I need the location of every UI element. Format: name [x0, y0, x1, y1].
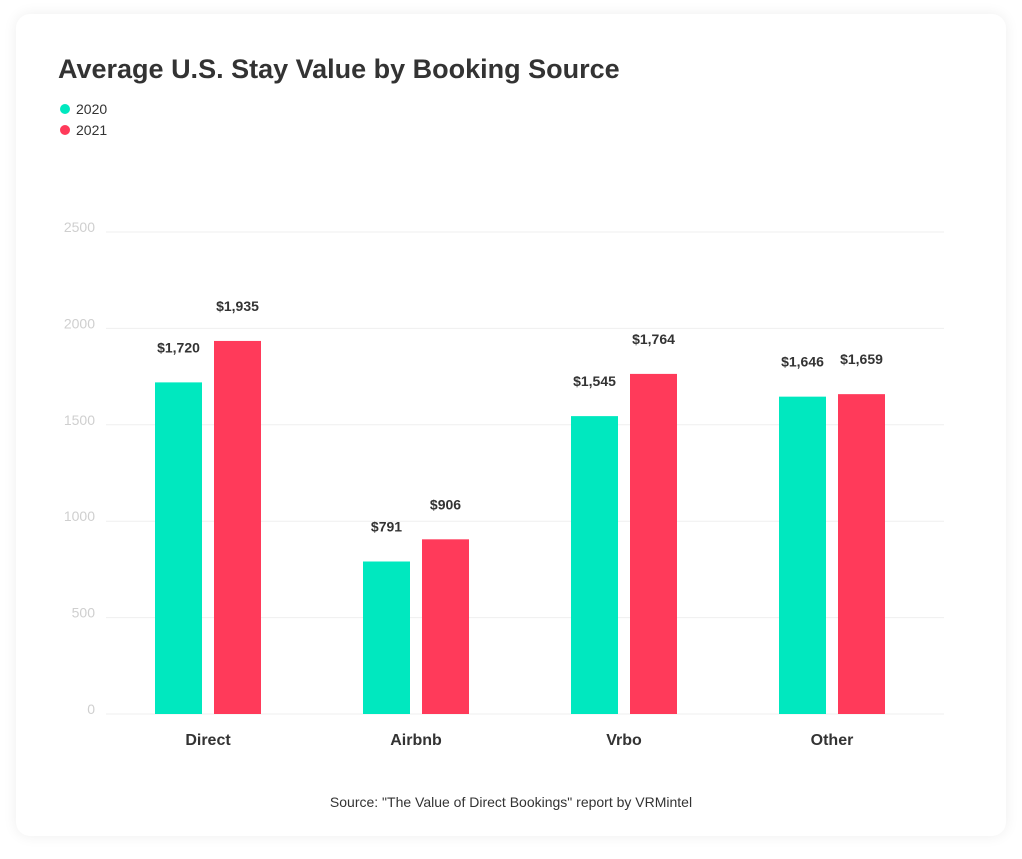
- legend-label-2020: 2020: [76, 100, 108, 117]
- data-label: $906: [430, 496, 461, 512]
- y-tick-label: 2500: [64, 219, 95, 235]
- y-tick-label: 1000: [64, 508, 95, 524]
- data-label: $1,646: [781, 354, 824, 370]
- legend-label-2021: 2021: [76, 121, 108, 138]
- data-label: $1,659: [840, 351, 883, 367]
- legend: 2020 2021: [60, 98, 107, 140]
- y-tick-label: 1500: [64, 412, 95, 428]
- y-tick-label: 0: [87, 701, 95, 717]
- x-tick-label: Direct: [185, 732, 231, 749]
- data-label: $1,764: [632, 331, 675, 347]
- bar-vrbo-2021[interactable]: [630, 373, 677, 714]
- bar-direct-2020[interactable]: [155, 382, 202, 714]
- bar-airbnb-2021[interactable]: [422, 539, 469, 714]
- x-tick-label: Other: [811, 732, 854, 749]
- data-label: $1,720: [157, 339, 200, 355]
- bar-direct-2021[interactable]: [214, 340, 261, 714]
- bar-airbnb-2020[interactable]: [363, 561, 410, 714]
- x-tick-label: Vrbo: [606, 732, 642, 749]
- y-tick-label: 2000: [64, 315, 95, 331]
- data-label: $1,545: [573, 373, 616, 389]
- legend-item-2021[interactable]: 2021: [60, 119, 107, 140]
- bar-vrbo-2020[interactable]: [571, 416, 618, 714]
- legend-item-2020[interactable]: 2020: [60, 98, 107, 119]
- y-tick-label: 500: [72, 605, 96, 621]
- x-tick-label: Airbnb: [390, 732, 442, 749]
- bar-other-2021[interactable]: [838, 394, 885, 714]
- chart-title: Average U.S. Stay Value by Booking Sourc…: [58, 54, 620, 84]
- data-label: $791: [371, 518, 402, 534]
- legend-dot-2021: [60, 124, 70, 135]
- legend-dot-2020: [60, 103, 70, 114]
- source-note: Source: "The Value of Direct Bookings" r…: [329, 794, 693, 810]
- data-label: $1,935: [216, 298, 259, 314]
- bar-other-2020[interactable]: [779, 396, 826, 714]
